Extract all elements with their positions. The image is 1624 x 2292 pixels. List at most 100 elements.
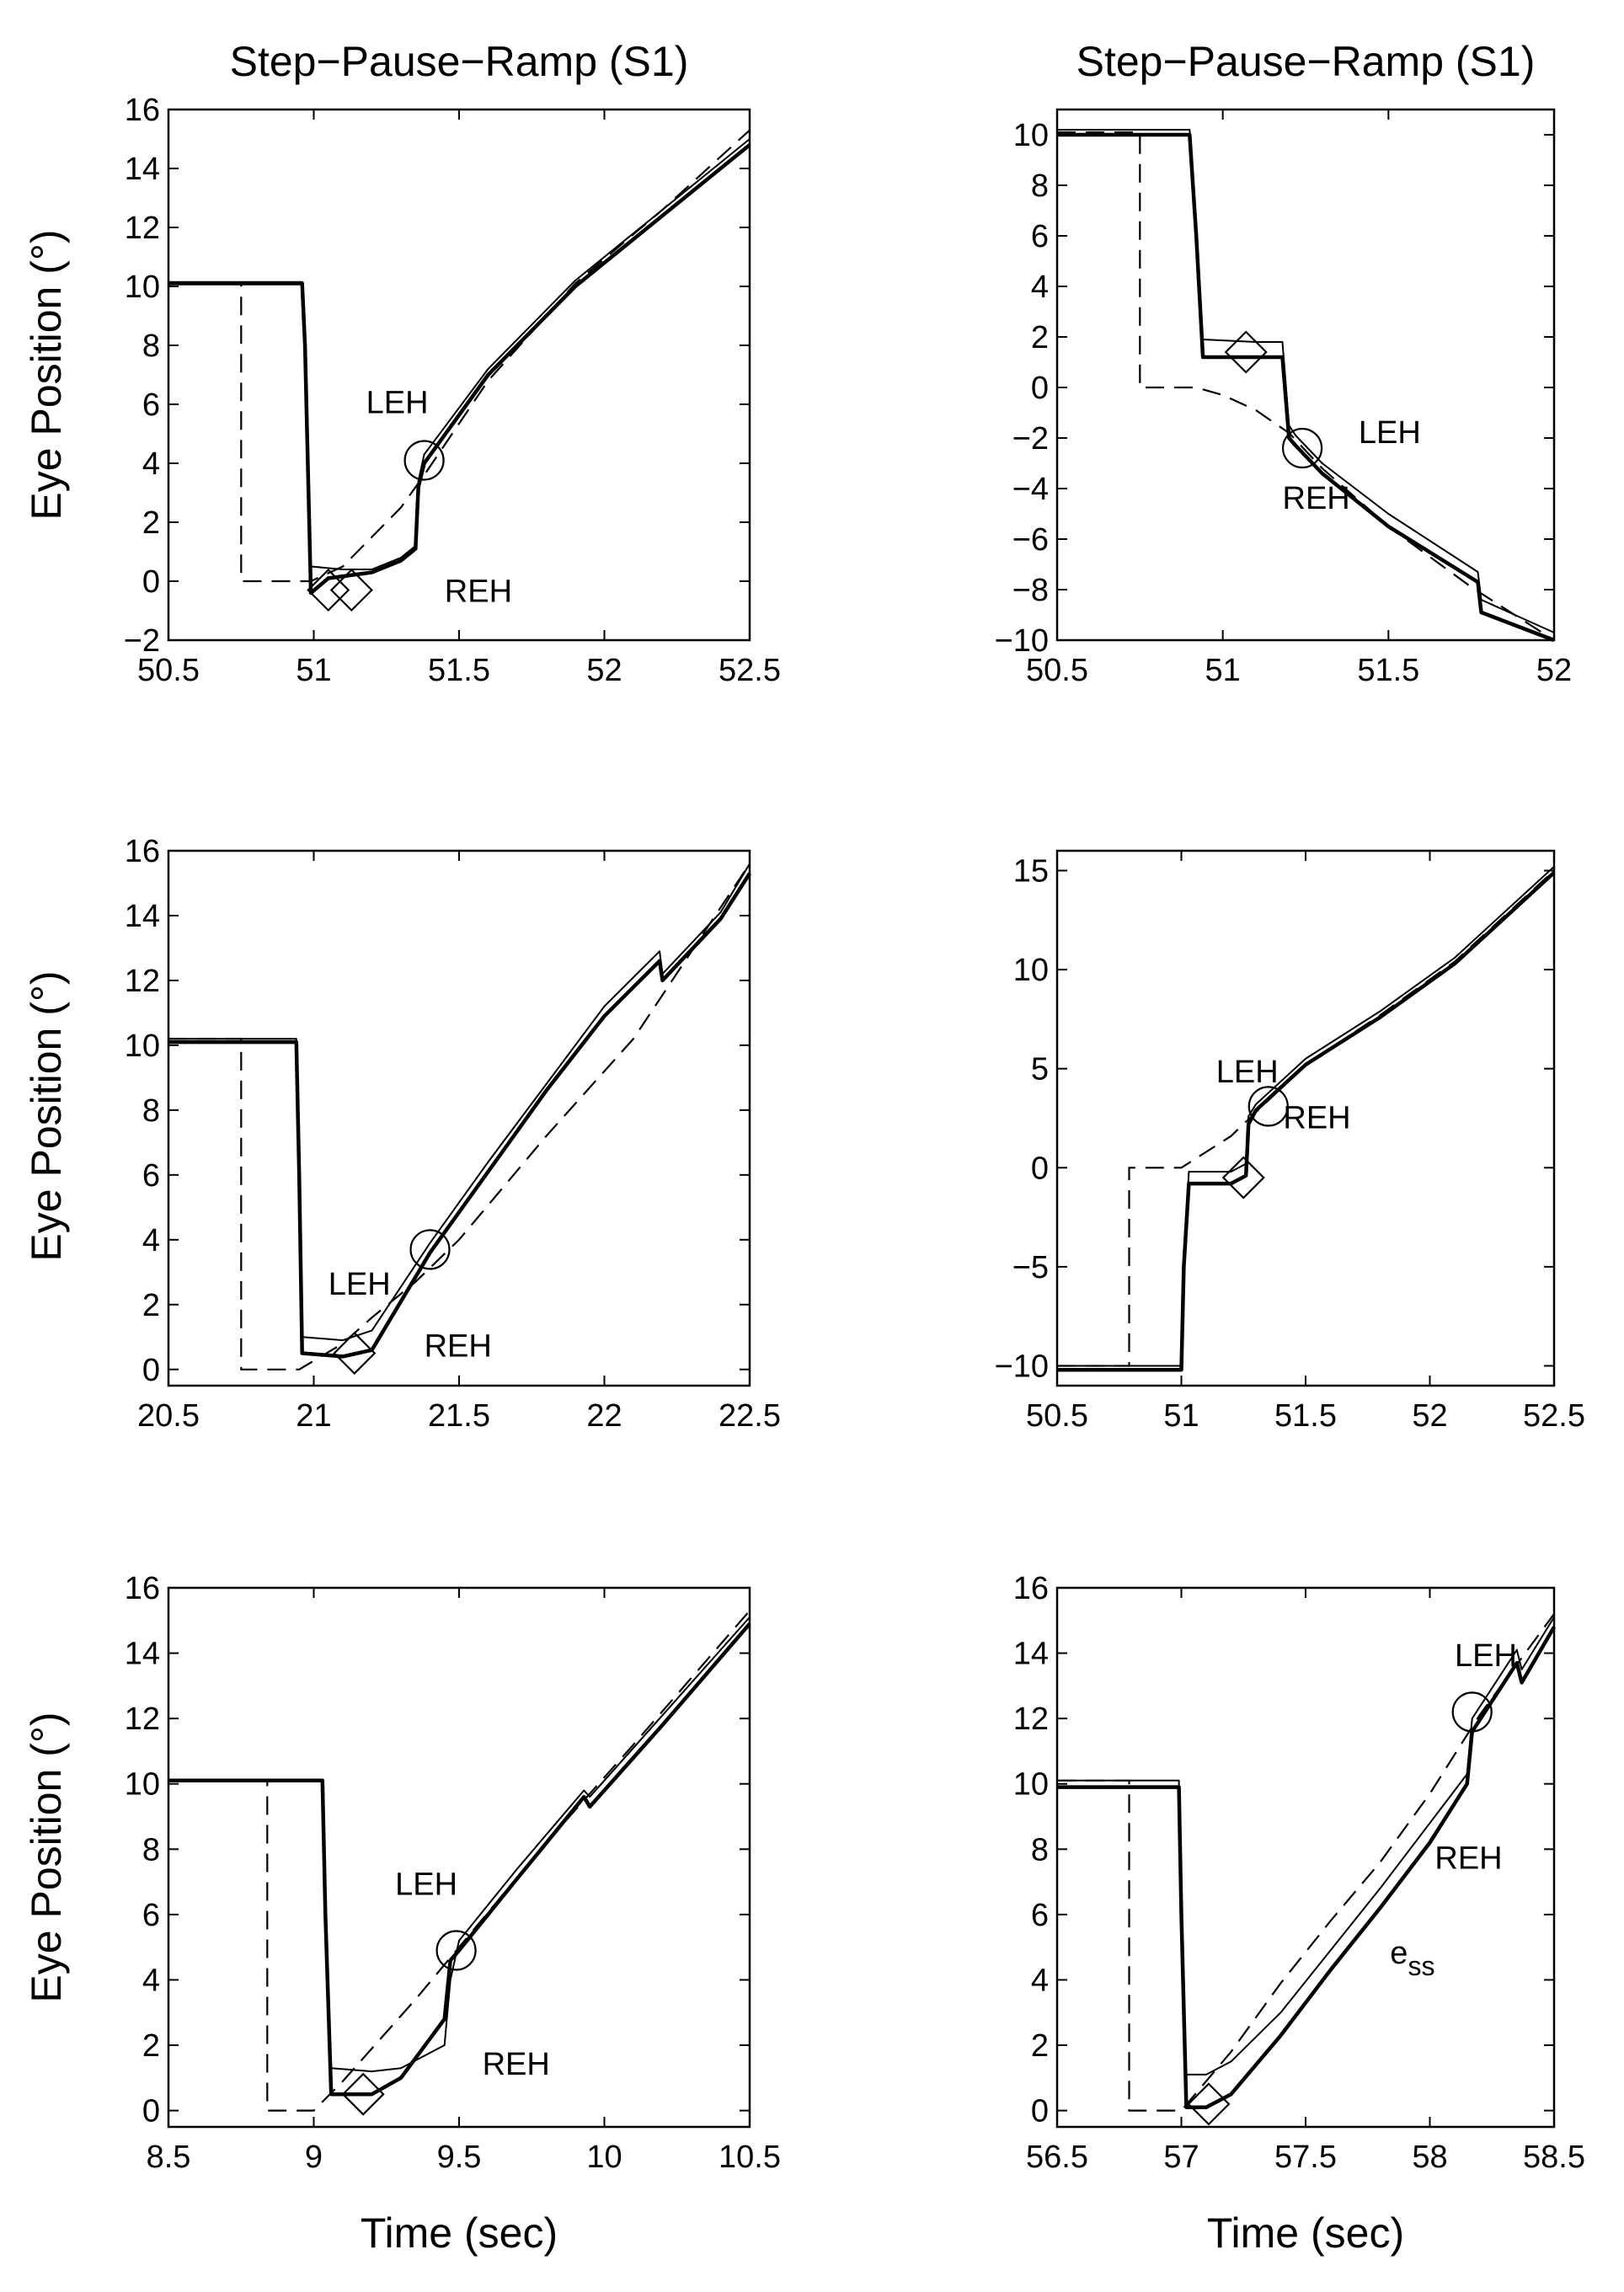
x-tick-label: 50.5 xyxy=(137,653,200,688)
y-tick-label: 6 xyxy=(1031,1898,1049,1933)
panel-title: Step−Pause−Ramp (S1) xyxy=(230,38,689,85)
x-tick-label: 52.5 xyxy=(719,653,781,688)
annotation-reh: REH xyxy=(445,574,512,610)
y-tick-label: 2 xyxy=(1031,2028,1049,2064)
y-tick-label: 2 xyxy=(1031,320,1049,355)
annotation-leh: LEH xyxy=(329,1267,391,1302)
annotation-leh: LEH xyxy=(366,386,429,421)
x-tick-label: 58 xyxy=(1412,2140,1447,2175)
y-tick-label: 6 xyxy=(142,387,160,423)
y-tick-label: 8 xyxy=(142,329,160,364)
x-tick-label: 22 xyxy=(586,1398,622,1434)
x-tick-label: 50.5 xyxy=(1026,1398,1088,1434)
x-tick-label: 8.5 xyxy=(147,2140,191,2175)
annotation-reh: REH xyxy=(1434,1841,1502,1877)
panel-title: Step−Pause−Ramp (S1) xyxy=(1076,38,1536,85)
x-tick-label: 9.5 xyxy=(437,2140,482,2175)
marker-circle xyxy=(1281,427,1323,469)
y-tick-label: −2 xyxy=(1012,421,1049,457)
marker-diamond xyxy=(329,568,373,612)
x-tick-label: 51.5 xyxy=(428,653,490,688)
x-axis-label: Time (sec) xyxy=(361,2209,558,2257)
x-tick-label: 51.5 xyxy=(1357,653,1419,688)
x-axis-label: Time (sec) xyxy=(1207,2209,1404,2257)
marker-circle xyxy=(403,440,445,481)
annotation-subscript: ss xyxy=(1408,1951,1434,1981)
marker-diamond xyxy=(333,1331,377,1376)
y-tick-label: 6 xyxy=(1031,219,1049,254)
y-tick-label: 6 xyxy=(142,1898,160,1933)
x-tick-label: 51.5 xyxy=(1274,1398,1337,1434)
annotation-reh: REH xyxy=(483,2047,550,2082)
x-tick-label: 52 xyxy=(1412,1398,1447,1434)
marker-circle xyxy=(1451,1691,1493,1733)
y-tick-label: 6 xyxy=(142,1158,160,1194)
y-tick-label: 0 xyxy=(142,2094,160,2129)
x-tick-label: 51 xyxy=(296,653,331,688)
y-tick-label: 4 xyxy=(142,1963,160,1998)
annotation-leh: LEH xyxy=(1455,1638,1517,1674)
y-tick-label: 5 xyxy=(1031,1052,1049,1087)
x-tick-label: 21 xyxy=(296,1398,331,1434)
series-line-reh xyxy=(168,143,751,596)
y-tick-label: 4 xyxy=(142,1223,160,1258)
marker-diamond xyxy=(307,568,350,612)
annotation-reh: REH xyxy=(1283,1100,1350,1135)
x-tick-label: 56.5 xyxy=(1026,2140,1088,2175)
y-tick-label: 0 xyxy=(142,564,160,600)
y-tick-label: 16 xyxy=(125,1571,160,1606)
y-tick-label: 4 xyxy=(1031,270,1049,305)
marker-circle xyxy=(1247,1086,1289,1127)
x-tick-label: 52.5 xyxy=(1523,1398,1585,1434)
y-tick-label: 10 xyxy=(1013,953,1049,988)
series-line-reh xyxy=(168,1622,751,2097)
y-tick-label: 16 xyxy=(125,834,160,869)
y-tick-label: 10 xyxy=(125,1028,160,1064)
y-tick-label: 0 xyxy=(142,1353,160,1388)
series-line-reh xyxy=(1057,1626,1556,2109)
y-tick-label: 16 xyxy=(1013,1571,1049,1606)
x-tick-label: 10 xyxy=(586,2140,622,2175)
y-tick-label: −6 xyxy=(1012,522,1049,558)
annotation-reh: REH xyxy=(425,1328,492,1364)
y-tick-label: 10 xyxy=(1013,1767,1049,1803)
x-tick-label: 21.5 xyxy=(428,1398,490,1434)
x-tick-label: 57 xyxy=(1163,2140,1199,2175)
y-tick-label: 0 xyxy=(1031,2094,1049,2129)
y-tick-label: 0 xyxy=(1031,371,1049,406)
y-axis-label: Eye Position (°) xyxy=(23,970,70,1261)
x-tick-label: 10.5 xyxy=(719,2140,781,2175)
plot-area: LEH REH 50.5 51 51.5 52 52.5 −2 0 2 4 6 8 10 12 14 16 xyxy=(124,93,781,688)
y-tick-label: −2 xyxy=(124,623,160,659)
x-tick-label: 9 xyxy=(305,2140,323,2175)
y-tick-label: 12 xyxy=(1013,1702,1049,1737)
x-tick-label: 57.5 xyxy=(1274,2140,1337,2175)
y-tick-label: −5 xyxy=(1012,1250,1049,1285)
marker-diamond xyxy=(341,2072,385,2116)
x-tick-label: 52 xyxy=(586,653,622,688)
y-tick-label: 8 xyxy=(142,1832,160,1867)
axes-frame xyxy=(1055,108,1556,642)
y-tick-label: 4 xyxy=(1031,1963,1049,1998)
y-tick-label: 8 xyxy=(142,1093,160,1129)
x-tick-label: 50.5 xyxy=(1026,653,1088,688)
y-tick-label: 14 xyxy=(125,1637,160,1672)
y-tick-label: 8 xyxy=(1031,1832,1049,1867)
annotation-leh: LEH xyxy=(1359,415,1421,451)
y-tick-label: −8 xyxy=(1012,573,1049,608)
plot-area: LEH REH 8.5 9 9.5 10 10.5 0 2 4 6 8 10 12 14 16 xyxy=(125,1571,781,2175)
series-line-target xyxy=(168,129,751,583)
y-axis-label: Eye Position (°) xyxy=(23,1712,70,2002)
y-tick-label: 2 xyxy=(142,2028,160,2064)
y-tick-label: 14 xyxy=(125,899,160,934)
plot-area: LEH REH 20.5 21 21.5 22 22.5 0 2 4 6 8 10 12 14 16 xyxy=(125,834,781,1434)
y-tick-label: 14 xyxy=(1013,1637,1049,1672)
x-tick-label: 58.5 xyxy=(1523,2140,1585,2175)
y-tick-label: 12 xyxy=(125,964,160,999)
panel-middle-left: Eye Position (°) LEH REH 20.5 21 21.5 22 22.5 0… xyxy=(23,834,781,1434)
plot-area: LEH REH 50.5 51 51.5 52 −10 −8 −6 −4 −2 0 2 4 6 8 10 xyxy=(995,108,1572,688)
y-tick-label: −4 xyxy=(1012,472,1049,507)
